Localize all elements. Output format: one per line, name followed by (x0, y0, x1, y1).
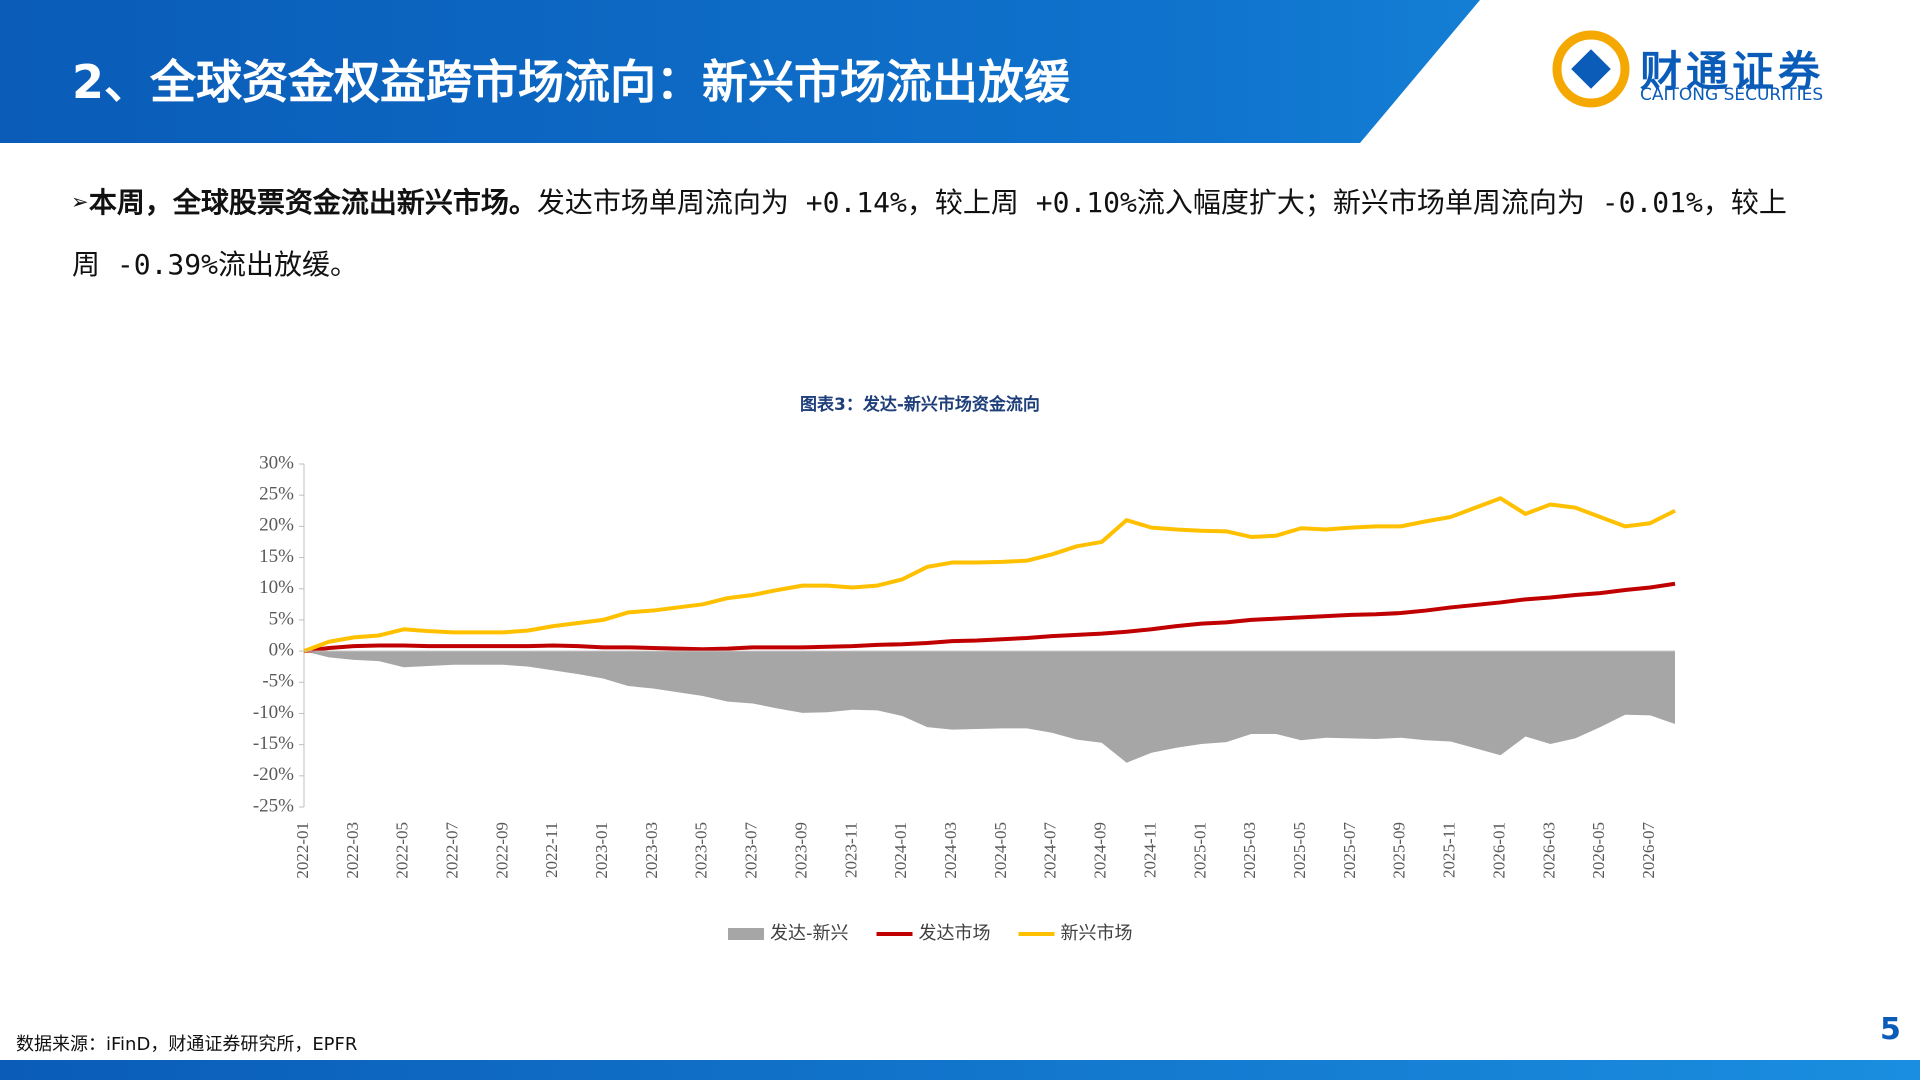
x-tick-label: 2024-09 (1091, 822, 1110, 879)
chart-title: 图表3：发达-新兴市场资金流向 (800, 394, 1040, 415)
x-tick-label: 2026-03 (1539, 822, 1558, 879)
bottom-bar (0, 1060, 1920, 1080)
y-tick-label: 10% (259, 577, 294, 598)
x-tick-label: 2025-07 (1340, 822, 1359, 879)
bullet-body: 发达市场单周流向为 +0.14%，较上周 +0.10%流入幅度扩大；新兴市场单周… (72, 186, 1787, 281)
x-tick-label: 2022-03 (343, 822, 362, 879)
source: 数据来源：iFinD，财通证券研究所，EPFR (16, 1034, 358, 1055)
logo-en: CAITONG SECURITIES (1640, 85, 1824, 105)
x-tick-label: 2024-07 (1041, 822, 1060, 879)
x-tick-label: 2023-05 (692, 822, 711, 879)
y-tick-label: -20% (253, 764, 294, 785)
y-tick-label: 0% (269, 639, 295, 660)
x-tick-label: 2022-11 (542, 822, 561, 878)
x-tick-label: 2023-01 (592, 822, 611, 879)
x-tick-label: 2024-01 (891, 822, 910, 879)
y-tick-label: 25% (259, 484, 294, 505)
x-tick-label: 2025-11 (1440, 822, 1459, 878)
bullet-text: ➢本周，全球股票资金流出新兴市场。发达市场单周流向为 +0.14%，较上周 +0… (72, 186, 1787, 281)
y-tick-label: -10% (253, 702, 294, 723)
page-number: 5 (1880, 1012, 1901, 1047)
x-tick-label: 2024-05 (991, 822, 1010, 879)
x-tick-label: 2023-07 (742, 822, 761, 879)
x-tick-label: 2026-01 (1489, 822, 1508, 879)
y-tick-label: 20% (259, 515, 294, 536)
y-tick-label: 5% (269, 608, 295, 629)
x-tick-label: 2023-11 (841, 822, 860, 878)
x-tick-label: 2024-11 (1140, 822, 1159, 878)
y-tick-label: 30% (259, 452, 294, 473)
x-tick-label: 2022-05 (393, 822, 412, 879)
x-tick-label: 2025-09 (1390, 822, 1409, 879)
x-tick-label: 2026-07 (1639, 822, 1658, 879)
x-tick-label: 2022-01 (293, 822, 312, 879)
x-tick-label: 2024-03 (941, 822, 960, 879)
logo-cn: 财通证券 (1640, 47, 1825, 96)
legend-swatch (728, 928, 764, 940)
x-tick-label: 2023-03 (642, 822, 661, 879)
line (303, 496, 1676, 653)
y-tick-label: -15% (253, 733, 294, 754)
x-tick-label: 2025-03 (1240, 822, 1259, 879)
header-title: 2、全球资金权益跨市场流向：新兴市场流出放缓 (72, 55, 1071, 109)
legend-label: 发达-新兴 (770, 923, 849, 944)
legend-label: 新兴市场 (1061, 923, 1133, 944)
y-tick-label: 15% (259, 546, 294, 567)
x-tick-label: 2025-05 (1290, 822, 1309, 879)
bullet-bold: 本周，全球股票资金流出新兴市场。 (88, 186, 537, 219)
logo-icon (1552, 30, 1630, 108)
y-tick-label: -25% (253, 795, 294, 816)
y-tick-label: -5% (262, 671, 294, 692)
x-tick-label: 2022-09 (492, 822, 511, 879)
legend-label: 发达市场 (919, 923, 991, 944)
area (304, 651, 1675, 763)
x-tick-label: 2022-07 (442, 822, 461, 879)
x-tick-label: 2023-09 (791, 822, 810, 879)
line (303, 581, 1676, 654)
x-tick-label: 2025-01 (1190, 822, 1209, 879)
x-tick-label: 2026-05 (1589, 822, 1608, 879)
